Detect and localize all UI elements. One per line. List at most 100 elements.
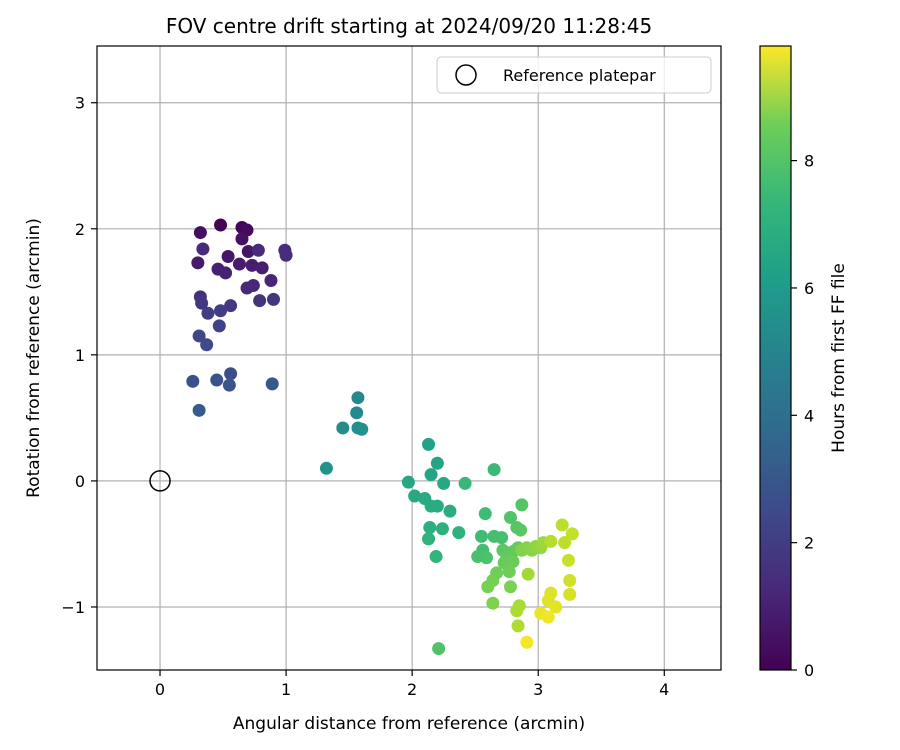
data-point <box>478 507 492 521</box>
data-point <box>495 531 509 545</box>
data-point <box>408 489 422 503</box>
x-tick-label: 0 <box>155 680 165 699</box>
y-tick-label: 0 <box>75 472 85 491</box>
data-point <box>255 261 269 275</box>
data-point <box>422 437 436 451</box>
x-tick-label: 1 <box>281 680 291 699</box>
data-point <box>486 596 500 610</box>
data-point <box>195 296 209 310</box>
plot-area <box>97 46 721 670</box>
data-point <box>253 294 267 308</box>
data-point <box>514 523 528 537</box>
colorbar-ticks: 0 2 4 6 8 <box>791 152 814 680</box>
data-point <box>224 299 238 313</box>
data-point <box>210 373 224 387</box>
data-point <box>563 587 577 601</box>
legend-marker-icon <box>455 64 477 86</box>
colorbar-tick-label: 2 <box>804 534 814 553</box>
data-point <box>474 529 488 543</box>
data-point <box>432 642 446 656</box>
colorbar: 0 2 4 6 8 Hours from first FF file <box>759 45 849 680</box>
colorbar-tick-label: 4 <box>804 406 814 425</box>
data-point <box>351 391 365 405</box>
y-tick-label: 3 <box>75 94 85 113</box>
data-point <box>443 504 457 518</box>
data-point <box>196 242 210 256</box>
data-point <box>506 555 520 569</box>
data-point <box>192 329 206 343</box>
legend-label: Reference platepar <box>503 66 656 85</box>
colorbar-tick-label: 0 <box>804 661 814 680</box>
data-point <box>214 304 228 318</box>
grid-lines <box>97 46 721 670</box>
data-point <box>555 518 569 532</box>
data-point <box>510 604 524 618</box>
data-point <box>422 532 436 546</box>
legend: Reference platepar <box>436 56 712 94</box>
data-point <box>350 406 364 420</box>
data-point <box>219 266 233 280</box>
data-point <box>201 306 215 320</box>
data-point <box>558 536 572 550</box>
data-point <box>319 461 333 475</box>
colorbar-gradient <box>760 46 791 670</box>
colorbar-tick-label: 6 <box>804 279 814 298</box>
data-point <box>549 600 563 614</box>
colorbar-label: Hours from first FF file <box>829 263 849 453</box>
data-point <box>245 258 259 272</box>
data-point <box>193 226 207 240</box>
data-point <box>563 573 577 587</box>
data-point <box>429 550 443 564</box>
y-tick-label: 1 <box>75 346 85 365</box>
data-point <box>502 565 516 579</box>
data-point <box>264 273 278 287</box>
data-point <box>487 463 501 477</box>
data-point <box>437 476 451 490</box>
data-point <box>511 619 525 633</box>
data-point <box>265 377 279 391</box>
reference-platepar-marker <box>149 470 171 492</box>
x-tick-label: 2 <box>407 680 417 699</box>
data-point <box>561 553 575 567</box>
data-point <box>435 522 449 536</box>
data-point <box>541 610 555 624</box>
x-axis-label: Angular distance from reference (arcmin) <box>233 714 585 734</box>
data-point <box>423 521 437 535</box>
data-point <box>521 567 535 581</box>
data-point <box>452 526 466 540</box>
colorbar-frame <box>759 45 792 671</box>
y-tick-label: 2 <box>75 220 85 239</box>
data-point <box>336 421 350 435</box>
data-point <box>266 292 280 306</box>
x-tick-label: 4 <box>659 680 669 699</box>
data-point <box>424 468 438 482</box>
data-point <box>481 580 495 594</box>
data-point <box>241 244 255 258</box>
y-axis-label: Rotation from reference (arcmin) <box>24 218 44 498</box>
x-tick-label: 3 <box>533 680 543 699</box>
scatter-points <box>186 218 579 656</box>
data-point <box>200 338 214 352</box>
data-point <box>430 456 444 470</box>
data-point <box>480 551 494 565</box>
data-point <box>544 534 558 548</box>
data-point <box>503 510 517 524</box>
data-point <box>232 257 246 271</box>
data-point <box>240 281 254 295</box>
colorbar-tick-label: 8 <box>804 152 814 171</box>
data-point <box>251 243 265 257</box>
data-point <box>458 476 472 490</box>
data-point <box>515 498 529 512</box>
data-point <box>520 635 534 649</box>
axis-ticks: 0 1 2 3 4 −1 0 1 2 3 <box>61 94 669 699</box>
data-point <box>430 499 444 513</box>
data-point <box>224 367 238 381</box>
data-point <box>192 403 206 417</box>
legend-box <box>436 56 712 94</box>
data-point <box>222 378 236 392</box>
data-point <box>212 319 226 333</box>
data-point <box>221 250 235 264</box>
data-point <box>214 218 228 232</box>
data-point <box>355 422 369 436</box>
